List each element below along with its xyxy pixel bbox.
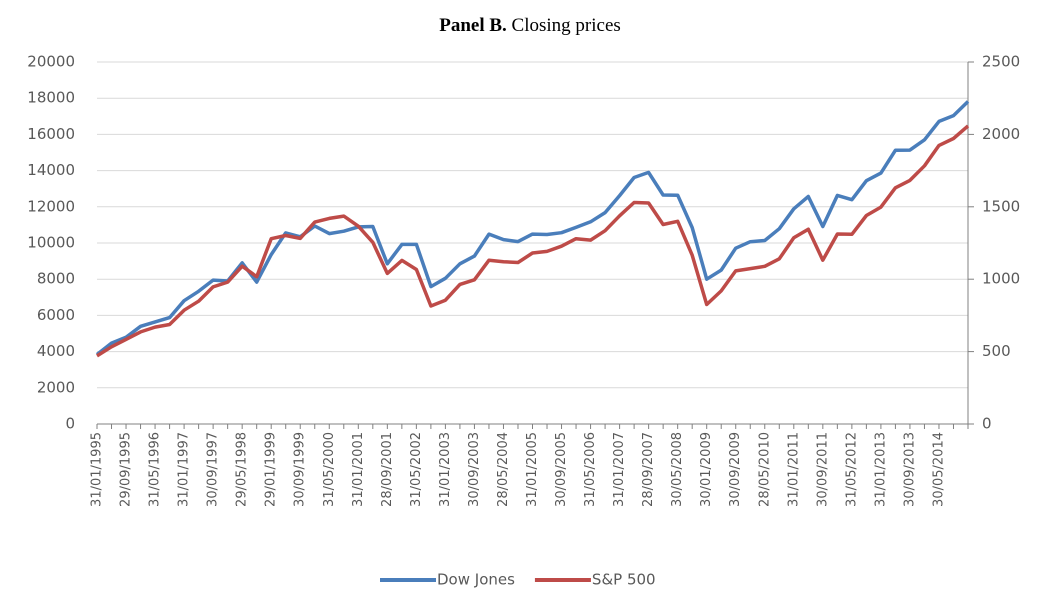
y-tick-label: 14000 (27, 161, 75, 179)
x-tick-label: 31/01/2013 (873, 432, 888, 507)
y2-tick-label: 500 (982, 342, 1011, 360)
y2-tick-label: 2000 (982, 125, 1020, 143)
x-tick-label: 30/09/2005 (554, 432, 569, 507)
x-tick-label: 31/05/2000 (322, 432, 337, 507)
x-tick-label: 28/05/2004 (496, 432, 511, 507)
legend-label: S&P 500 (592, 571, 656, 589)
x-tick-label: 29/05/1998 (235, 432, 250, 507)
x-tick-label: 31/05/2006 (583, 432, 598, 507)
title-prefix: Panel B. (439, 15, 507, 36)
y2-tick-label: 1000 (982, 270, 1020, 288)
y-tick-label: 20000 (27, 53, 75, 71)
y-tick-label: 12000 (27, 197, 75, 215)
x-tick-label: 28/09/2007 (641, 432, 656, 507)
y-tick-label: 18000 (27, 89, 75, 107)
x-tick-label: 31/01/1997 (177, 432, 192, 507)
x-tick-label: 31/01/2007 (612, 432, 627, 507)
x-tick-label: 30/09/1999 (293, 432, 308, 507)
y2-tick-label: 1500 (982, 197, 1020, 215)
x-tick-label: 29/01/1999 (264, 432, 279, 507)
chart-title: Panel B. Closing prices (439, 15, 621, 36)
y-tick-label: 10000 (27, 234, 75, 252)
y2-tick-label: 2500 (982, 53, 1020, 71)
y-tick-label: 4000 (37, 342, 75, 360)
series-line (96, 124, 970, 358)
series-line (95, 100, 970, 356)
x-tick-label: 31/01/2003 (438, 432, 453, 507)
title-text: Closing prices (512, 15, 621, 36)
x-tick-label: 30/05/2008 (670, 432, 685, 507)
y-tick-label: 2000 (37, 378, 75, 396)
y2-tick-label: 0 (982, 415, 992, 433)
x-tick-label: 28/09/2001 (380, 432, 395, 507)
y-tick-label: 16000 (27, 125, 75, 143)
x-tick-label: 30/05/2014 (931, 432, 946, 507)
x-tick-label: 31/05/1996 (148, 432, 163, 507)
x-tick-label: 31/01/2005 (525, 432, 540, 507)
x-tick-label: 30/09/2009 (728, 432, 743, 507)
x-tick-label: 31/05/2012 (844, 432, 859, 507)
x-tick-label: 30/01/2009 (699, 432, 714, 507)
y-tick-label: 0 (65, 415, 75, 433)
y-tick-label: 8000 (37, 270, 75, 288)
legend-label: Dow Jones (437, 571, 515, 589)
x-tick-label: 31/01/2001 (351, 432, 366, 507)
x-tick-label: 29/09/1995 (119, 432, 134, 507)
x-tick-label: 28/05/2010 (757, 432, 772, 507)
x-tick-label: 31/05/2002 (409, 432, 424, 507)
x-tick-label: 31/01/1995 (90, 432, 105, 507)
x-tick-label: 30/09/2011 (815, 432, 830, 507)
x-tick-label: 30/09/2013 (902, 432, 917, 507)
y-tick-label: 6000 (37, 306, 75, 324)
x-tick-label: 30/09/2003 (467, 432, 482, 507)
x-tick-label: 31/01/2011 (786, 432, 801, 507)
x-tick-label: 30/09/1997 (206, 432, 221, 507)
